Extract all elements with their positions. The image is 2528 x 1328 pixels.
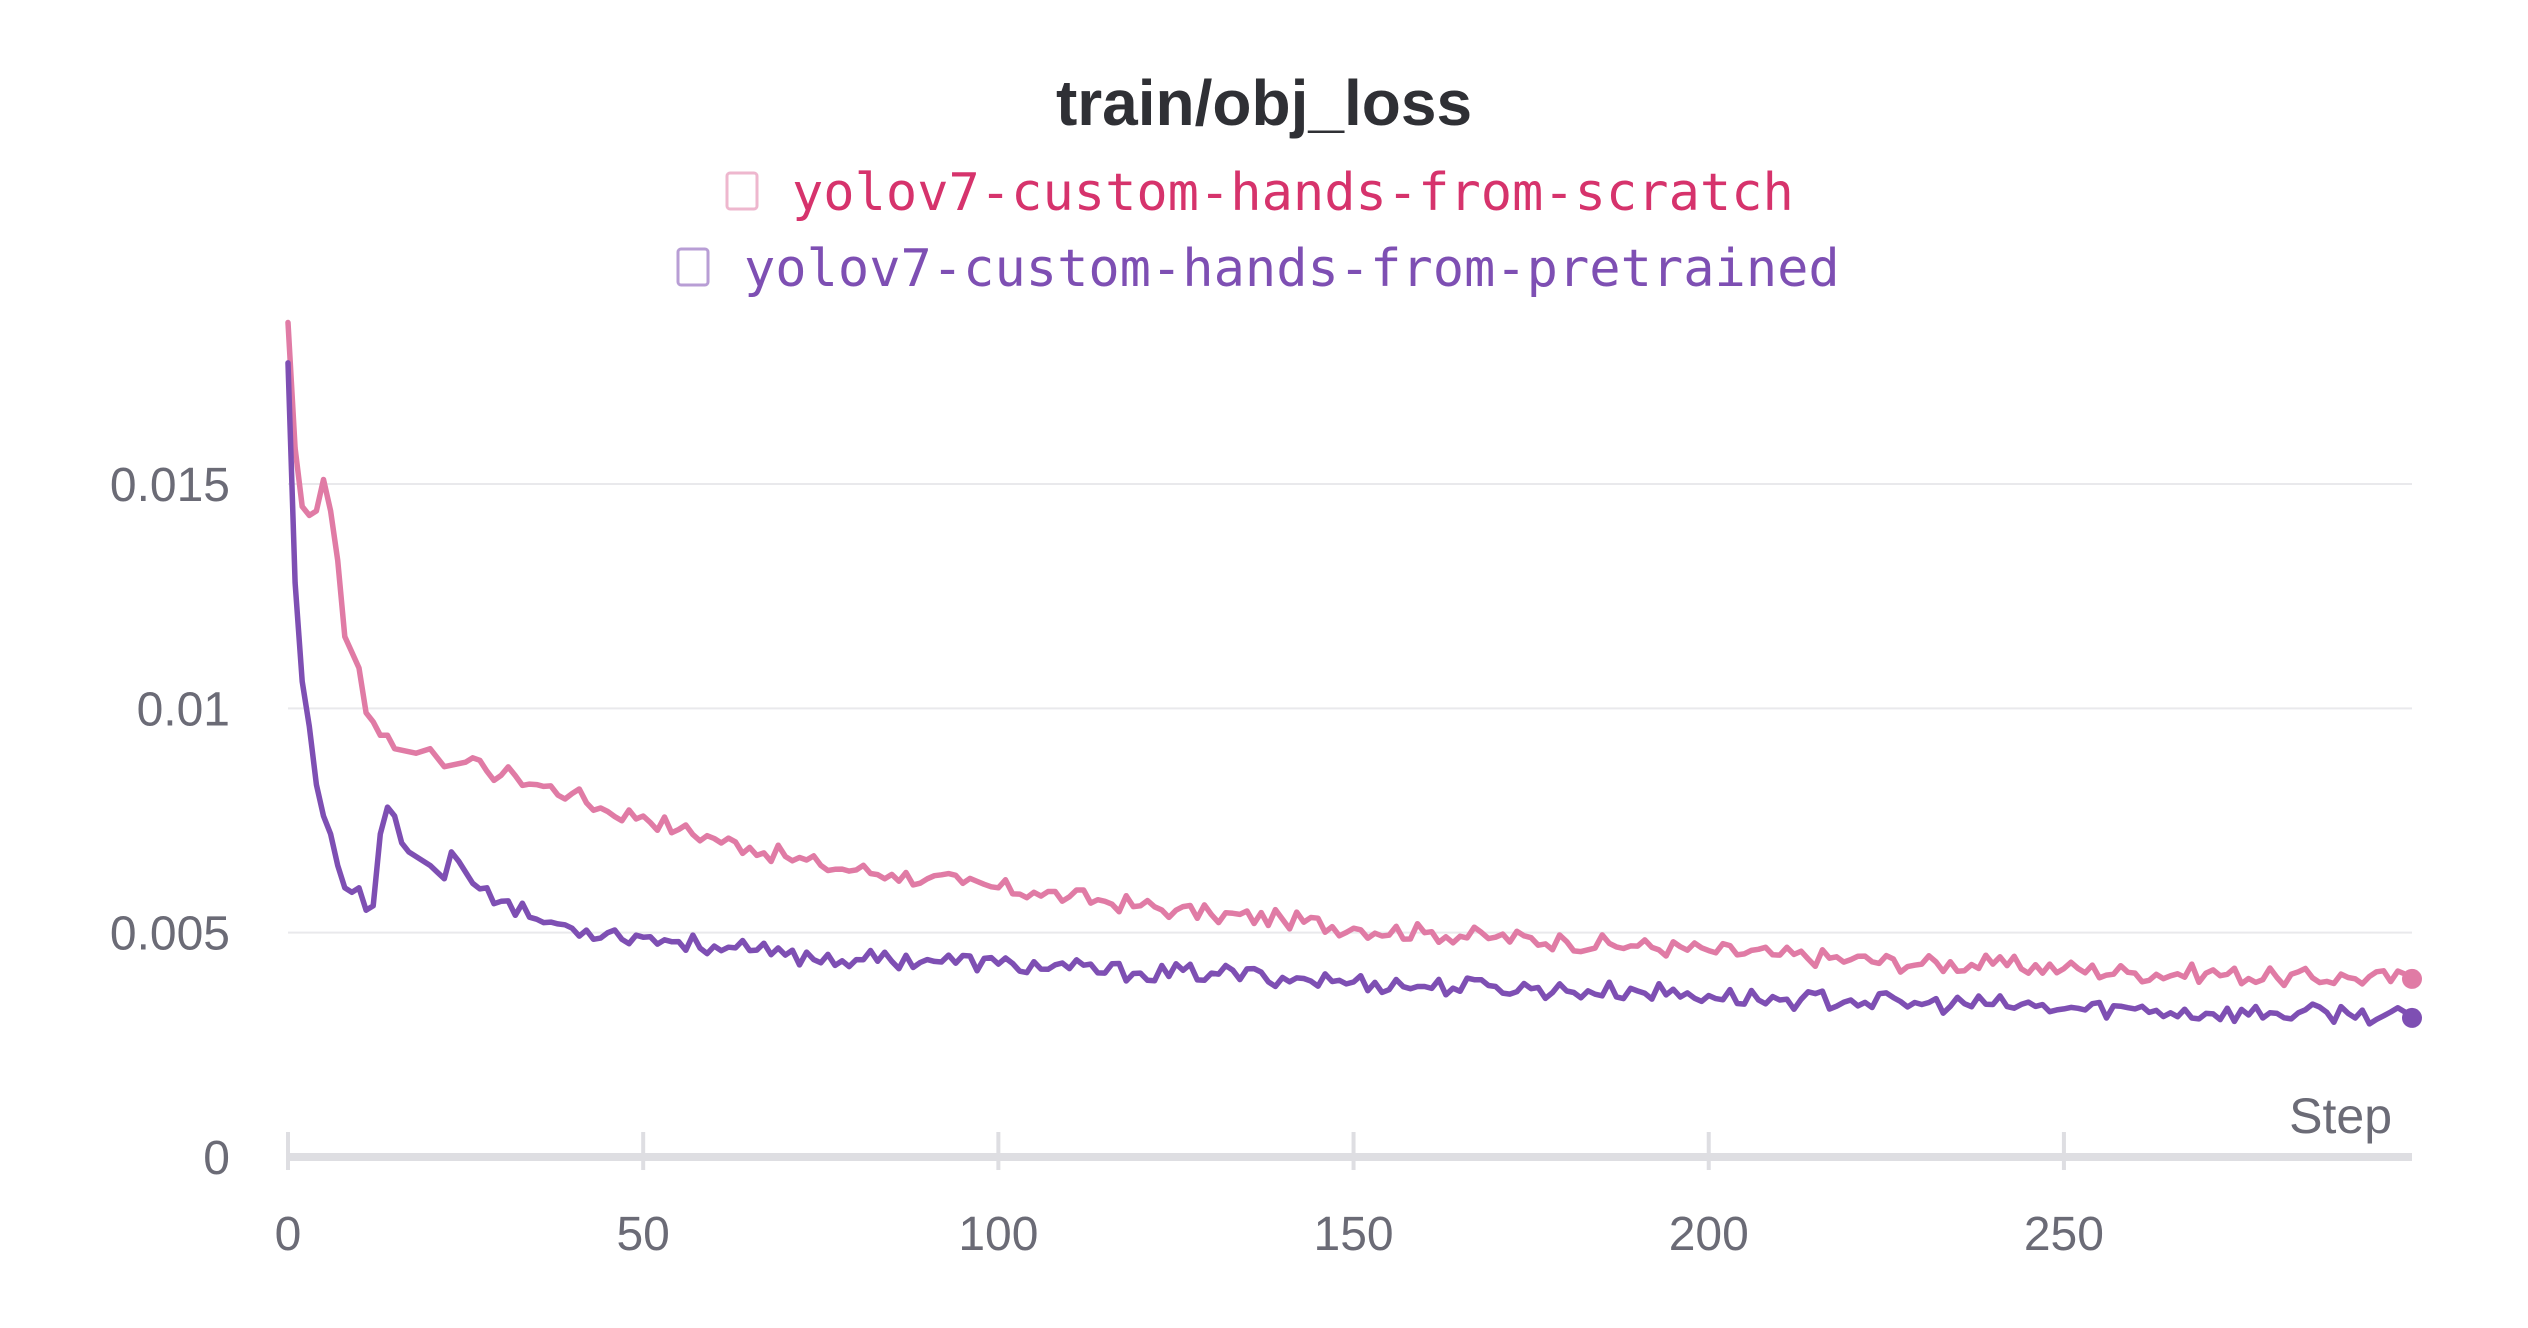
series-group [285,319,2422,1028]
legend-swatch-icon [725,171,759,211]
x-axis-title: Step [2289,1088,2392,1144]
y-tick-label: 0.01 [137,683,230,736]
y-tick-label: 0.005 [110,908,230,961]
chart-title: train/obj_loss [1056,67,1472,139]
series-line-pretrained [285,360,2415,1027]
y-tick-label: 0 [203,1132,230,1185]
y-axis: 0 0.005 0.01 0.015 [110,459,230,1185]
series-end-marker [2402,1007,2422,1028]
series-line-scratch [285,319,2415,989]
legend-label: yolov7-custom-hands-from-scratch [792,163,1794,223]
legend: yolov7-custom-hands-from-scratch yolov7-… [676,163,1840,299]
x-tick-label: 50 [616,1208,669,1261]
legend-label: yolov7-custom-hands-from-pretrained [744,239,1840,299]
gridlines [288,483,2412,934]
y-tick-label: 0.015 [110,459,230,512]
series-end-marker [2402,968,2422,989]
legend-item-scratch[interactable]: yolov7-custom-hands-from-scratch [725,163,1794,223]
x-tick-label: 0 [275,1208,302,1261]
x-tick-label: 150 [1314,1208,1394,1261]
x-tick-label: 250 [2024,1208,2104,1261]
legend-swatch-icon [676,247,710,287]
x-tick-label: 100 [958,1208,1038,1261]
x-axis: 0 50 100 150 200 250 [275,1132,2412,1261]
legend-item-pretrained[interactable]: yolov7-custom-hands-from-pretrained [676,239,1840,299]
x-tick-label: 200 [1669,1208,1749,1261]
